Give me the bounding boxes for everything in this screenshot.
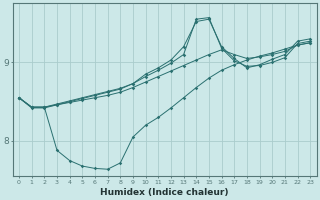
X-axis label: Humidex (Indice chaleur): Humidex (Indice chaleur) [100, 188, 229, 197]
